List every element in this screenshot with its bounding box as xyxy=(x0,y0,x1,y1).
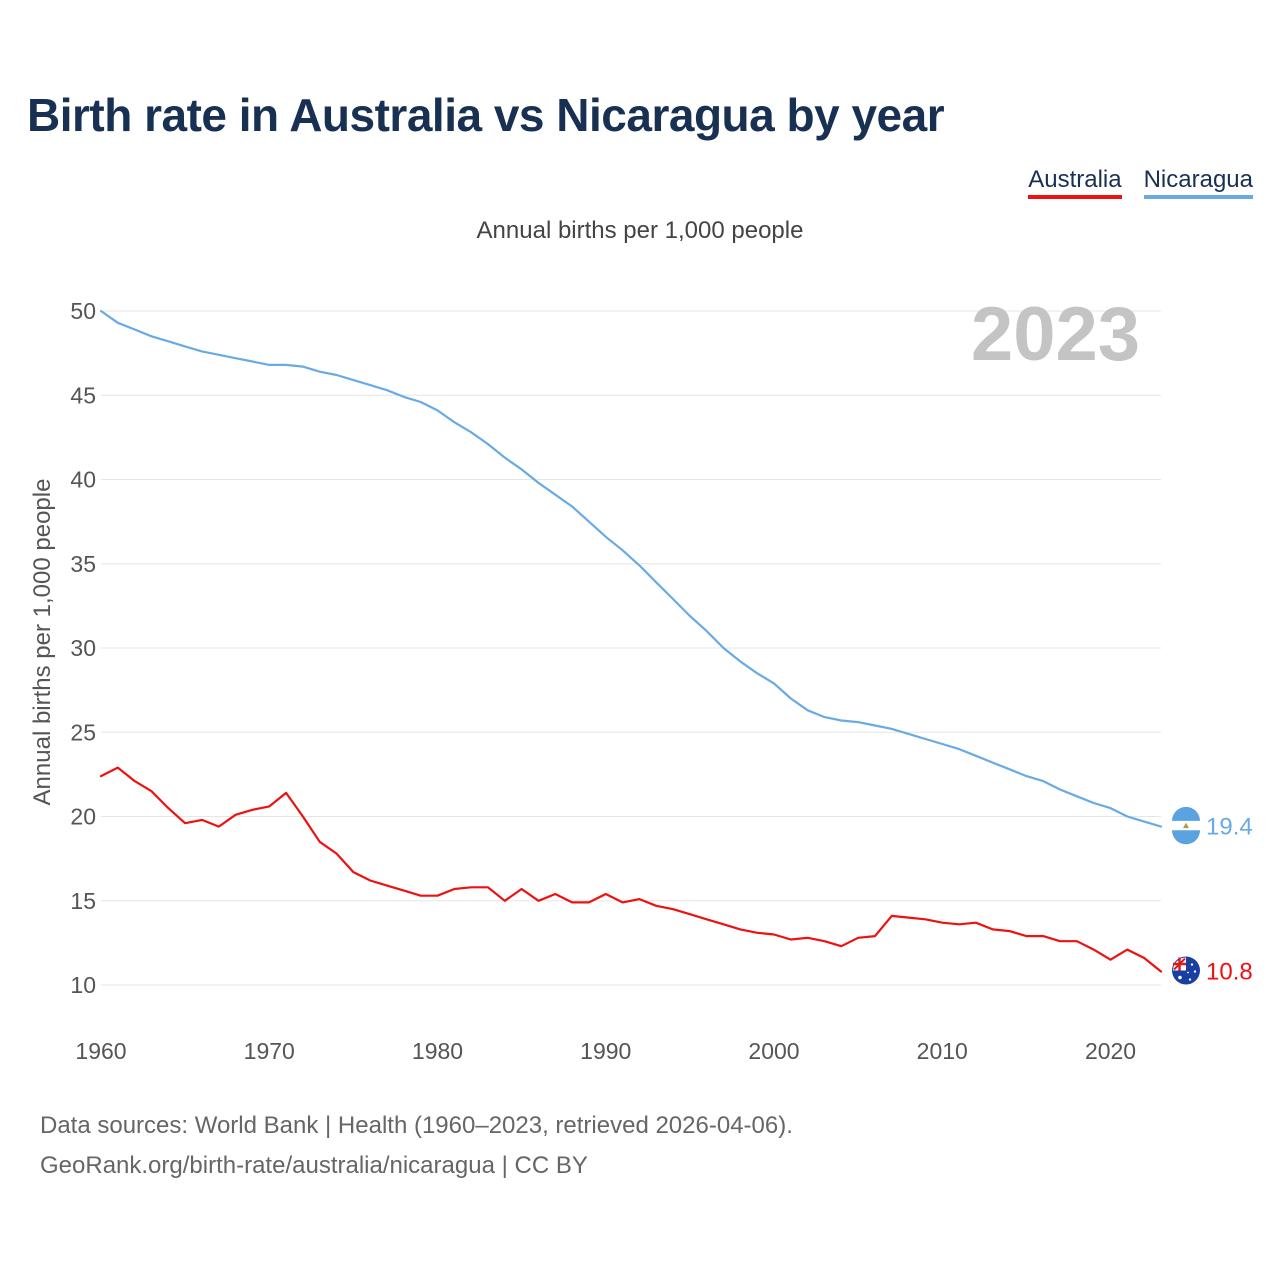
chart-subtitle: Annual births per 1,000 people xyxy=(476,217,804,244)
series-line-australia xyxy=(99,766,1163,973)
source-line-1: Data sources: World Bank | Health (1960–… xyxy=(40,1112,793,1139)
series-end-markers: 19.4 10.8 xyxy=(1172,806,1253,986)
source-note: Data sources: World Bank | Health (1960–… xyxy=(40,1106,793,1186)
x-tick-label: 2010 xyxy=(917,1038,968,1064)
y-tick-label: 45 xyxy=(70,382,96,408)
y-axis-label: Annual births per 1,000 people xyxy=(29,479,56,806)
legend-item-australia[interactable]: Australia xyxy=(1028,166,1122,199)
page-title: Birth rate in Australia vs Nicaragua by … xyxy=(27,89,945,141)
y-tick-label: 30 xyxy=(70,635,96,661)
x-tick-label: 1960 xyxy=(75,1038,126,1064)
x-axis-ticks: 1960 1970 1980 1990 2000 2010 2020 xyxy=(75,1038,1136,1064)
y-tick-label: 40 xyxy=(70,467,96,493)
y-tick-label: 25 xyxy=(70,719,96,745)
legend: Australia Nicaragua xyxy=(1028,166,1253,199)
flag-icon-nicaragua xyxy=(1172,806,1200,845)
legend-item-nicaragua[interactable]: Nicaragua xyxy=(1143,166,1253,199)
y-tick-label: 50 xyxy=(70,298,96,324)
series-lines xyxy=(99,309,1163,973)
x-tick-label: 1970 xyxy=(244,1038,295,1064)
series-line-nicaragua xyxy=(99,309,1163,828)
x-tick-label: 2000 xyxy=(748,1038,799,1064)
x-tick-label: 1980 xyxy=(412,1038,463,1064)
end-label-australia: 10.8 xyxy=(1206,959,1253,986)
source-line-2[interactable]: GeoRank.org/birth-rate/australia/nicarag… xyxy=(40,1152,588,1179)
y-tick-label: 15 xyxy=(70,888,96,914)
x-tick-label: 2020 xyxy=(1085,1038,1136,1064)
y-tick-label: 20 xyxy=(70,804,96,830)
flag-icon-australia xyxy=(1172,956,1200,985)
x-tick-label: 1990 xyxy=(580,1038,631,1064)
year-watermark: 2023 xyxy=(971,292,1140,377)
y-tick-label: 10 xyxy=(70,972,96,998)
y-axis-ticks: 10 15 20 25 30 35 40 45 50 xyxy=(70,298,96,998)
end-label-nicaragua: 19.4 xyxy=(1206,814,1253,841)
y-tick-label: 35 xyxy=(70,551,96,577)
grid-lines xyxy=(101,310,1161,986)
